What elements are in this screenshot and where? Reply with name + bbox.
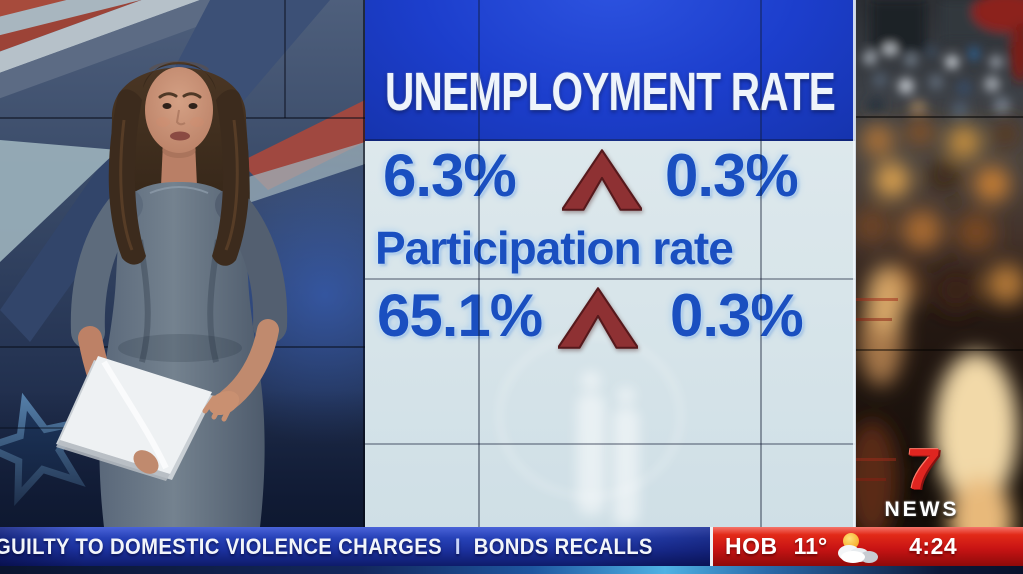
news-presenter [56, 61, 288, 527]
videowall-seam [365, 443, 855, 445]
clock-time: 4:24 [909, 533, 958, 559]
studio-left-scene [0, 0, 365, 527]
news-ticker: GUILTY TO DOMESTIC VIOLENCE CHARGES I BOND… [0, 527, 1023, 566]
seven-network-logo: 7 [901, 437, 943, 502]
ticker-headline-left: GUILTY TO DOMESTIC VIOLENCE CHARGES [0, 533, 442, 559]
videowall-seam [365, 278, 855, 280]
unemployment-value: 6.3% [383, 142, 517, 209]
videowall-seam [760, 0, 762, 527]
videowall-edge-highlight [853, 0, 856, 527]
seven-news-logo: 7 NEWS [872, 437, 972, 522]
bottom-gradient-strip [0, 566, 1023, 574]
unemployment-graphic-panel: UNEMPLOYMENT RATE 6.3% 0.3% Participatio… [365, 0, 855, 527]
crowd-footage-art [856, 0, 1023, 527]
crowd-footage [856, 0, 1023, 527]
videowall-seam [478, 0, 480, 527]
arrow-up-icon [562, 149, 642, 211]
graphic-body: 6.3% 0.3% Participation rate 65.1% 0.3% [365, 141, 855, 527]
ticker-separator: I [454, 533, 461, 559]
unemployment-change: 0.3% [665, 142, 799, 209]
weather-temperature: 11° [793, 533, 828, 559]
news-wordmark: NEWS [884, 498, 960, 522]
ticker-headline-right: BONDS RECALLS [473, 533, 653, 559]
participation-label: Participation rate [375, 222, 734, 274]
ticker-text: GUILTY TO DOMESTIC VIOLENCE CHARGES I BOND… [0, 534, 653, 560]
ticker-divider [710, 527, 713, 566]
ghost-figure [613, 407, 639, 525]
sun-behind-cloud-icon [838, 532, 879, 563]
graphic-title: UNEMPLOYMENT RATE [385, 62, 836, 122]
weather-city: HOB [725, 533, 778, 559]
ghost-figure [577, 393, 605, 515]
ticker-headlines: GUILTY TO DOMESTIC VIOLENCE CHARGES I BOND… [0, 527, 710, 566]
arrow-up-icon [558, 287, 638, 349]
ticker-weather-time: HOB 11° 4:24 [713, 527, 1023, 566]
participation-value: 65.1% [377, 282, 543, 349]
ghost-figure [581, 371, 601, 391]
flag-backdrop-graphic [0, 0, 365, 527]
participation-change: 0.3% [670, 282, 804, 349]
ghost-figure [617, 387, 635, 405]
graphic-header-band: UNEMPLOYMENT RATE [365, 0, 855, 141]
